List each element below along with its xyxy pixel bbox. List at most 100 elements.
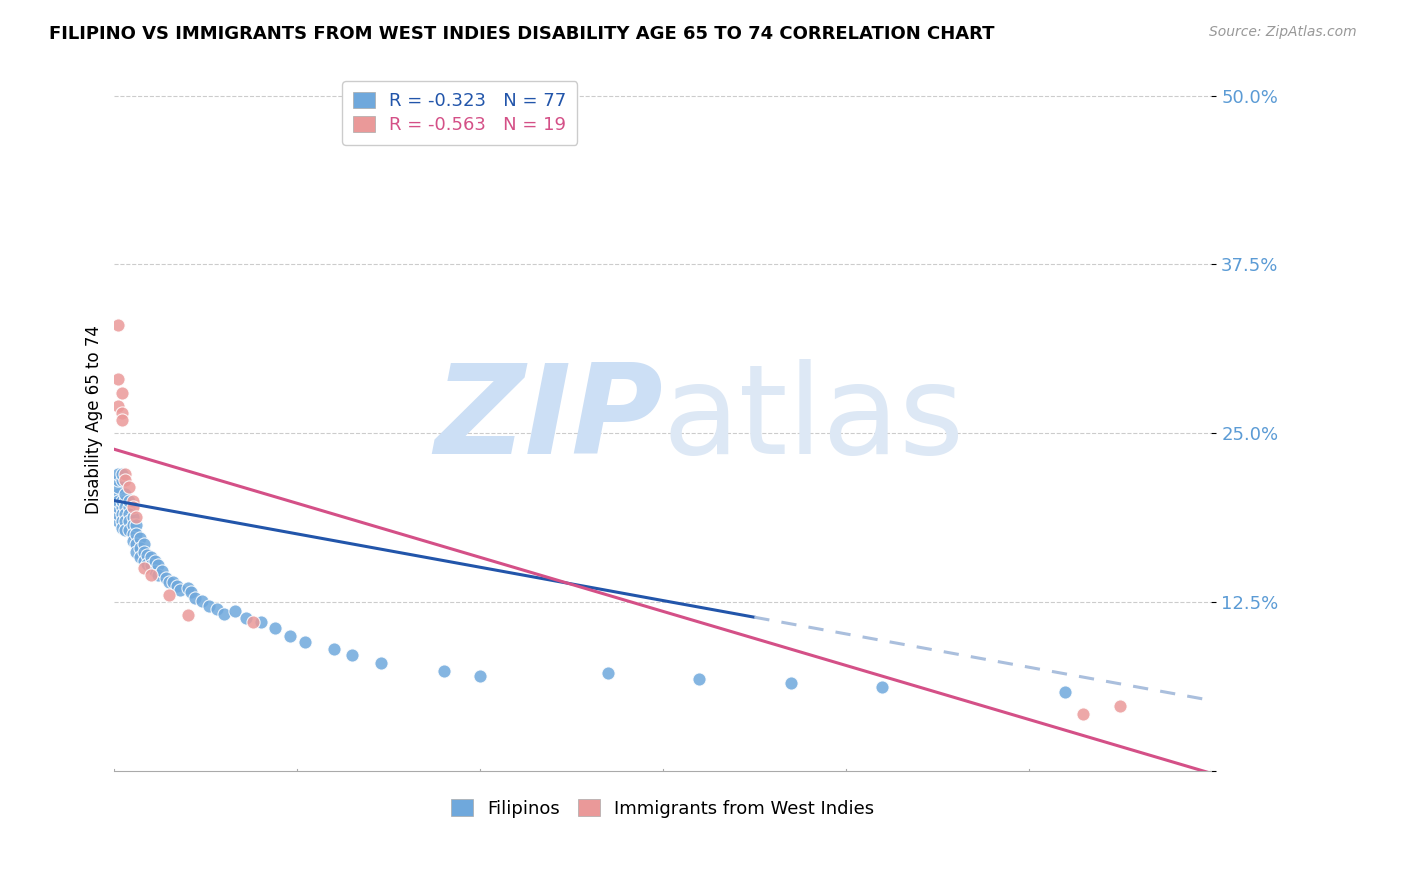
Point [125, 545, 148, 559]
Point [114, 507, 136, 521]
Point [143, 564, 166, 578]
Point [468, 669, 491, 683]
Text: Source: ZipAtlas.com: Source: ZipAtlas.com [1209, 25, 1357, 39]
Point [235, 611, 257, 625]
Point [139, 558, 162, 573]
Point [139, 568, 162, 582]
Point [1073, 706, 1095, 721]
Point [136, 557, 159, 571]
Point [212, 607, 235, 621]
Point [111, 467, 134, 481]
Point [118, 493, 141, 508]
Point [322, 642, 344, 657]
Point [107, 507, 129, 521]
Point [166, 579, 188, 593]
Point [125, 509, 148, 524]
Point [139, 550, 162, 565]
Point [125, 537, 148, 551]
Point [150, 564, 173, 578]
Point [132, 537, 155, 551]
Point [162, 574, 184, 589]
Point [132, 561, 155, 575]
Point [129, 532, 152, 546]
Point [107, 487, 129, 501]
Point [125, 527, 148, 541]
Y-axis label: Disability Age 65 to 74: Disability Age 65 to 74 [86, 326, 103, 514]
Point [169, 582, 191, 597]
Point [242, 615, 264, 629]
Point [148, 568, 170, 582]
Text: FILIPINO VS IMMIGRANTS FROM WEST INDIES DISABILITY AGE 65 TO 74 CORRELATION CHAR: FILIPINO VS IMMIGRANTS FROM WEST INDIES … [49, 25, 994, 43]
Point [148, 558, 170, 573]
Point [264, 621, 287, 635]
Point [114, 474, 136, 488]
Point [121, 527, 143, 541]
Point [107, 399, 129, 413]
Point [224, 604, 246, 618]
Point [114, 493, 136, 508]
Point [121, 534, 143, 549]
Point [114, 514, 136, 528]
Point [107, 467, 129, 481]
Point [157, 574, 180, 589]
Point [111, 406, 134, 420]
Text: ZIP: ZIP [434, 359, 662, 480]
Point [278, 629, 301, 643]
Point [111, 500, 134, 515]
Point [118, 480, 141, 494]
Point [125, 517, 148, 532]
Point [370, 656, 392, 670]
Point [143, 554, 166, 568]
Point [184, 591, 207, 605]
Point [688, 672, 710, 686]
Point [121, 493, 143, 508]
Point [155, 571, 177, 585]
Point [1109, 698, 1132, 713]
Point [118, 500, 141, 515]
Point [176, 608, 198, 623]
Point [111, 385, 134, 400]
Point [118, 507, 141, 521]
Point [107, 514, 129, 528]
Point [157, 588, 180, 602]
Point [198, 599, 221, 613]
Point [872, 680, 894, 694]
Point [111, 412, 134, 426]
Point [132, 545, 155, 559]
Point [121, 517, 143, 532]
Point [596, 666, 619, 681]
Point [205, 601, 228, 615]
Point [114, 487, 136, 501]
Point [107, 372, 129, 386]
Point [107, 480, 129, 494]
Point [111, 474, 134, 488]
Point [111, 507, 134, 521]
Point [132, 554, 155, 568]
Point [129, 550, 152, 565]
Point [176, 582, 198, 596]
Point [114, 467, 136, 481]
Point [118, 514, 141, 528]
Text: atlas: atlas [662, 359, 965, 480]
Point [136, 548, 159, 562]
Legend: Filipinos, Immigrants from West Indies: Filipinos, Immigrants from West Indies [444, 792, 882, 825]
Point [114, 524, 136, 538]
Point [180, 585, 202, 599]
Point [432, 664, 454, 678]
Point [121, 509, 143, 524]
Point [107, 474, 129, 488]
Point [118, 524, 141, 538]
Point [780, 676, 803, 690]
Point [107, 493, 129, 508]
Point [249, 615, 271, 629]
Point [340, 648, 363, 662]
Point [107, 500, 129, 515]
Point [121, 500, 143, 515]
Point [111, 521, 134, 535]
Point [129, 541, 152, 555]
Point [114, 500, 136, 515]
Point [111, 514, 134, 528]
Point [191, 593, 214, 607]
Point [111, 493, 134, 508]
Point [1054, 685, 1077, 699]
